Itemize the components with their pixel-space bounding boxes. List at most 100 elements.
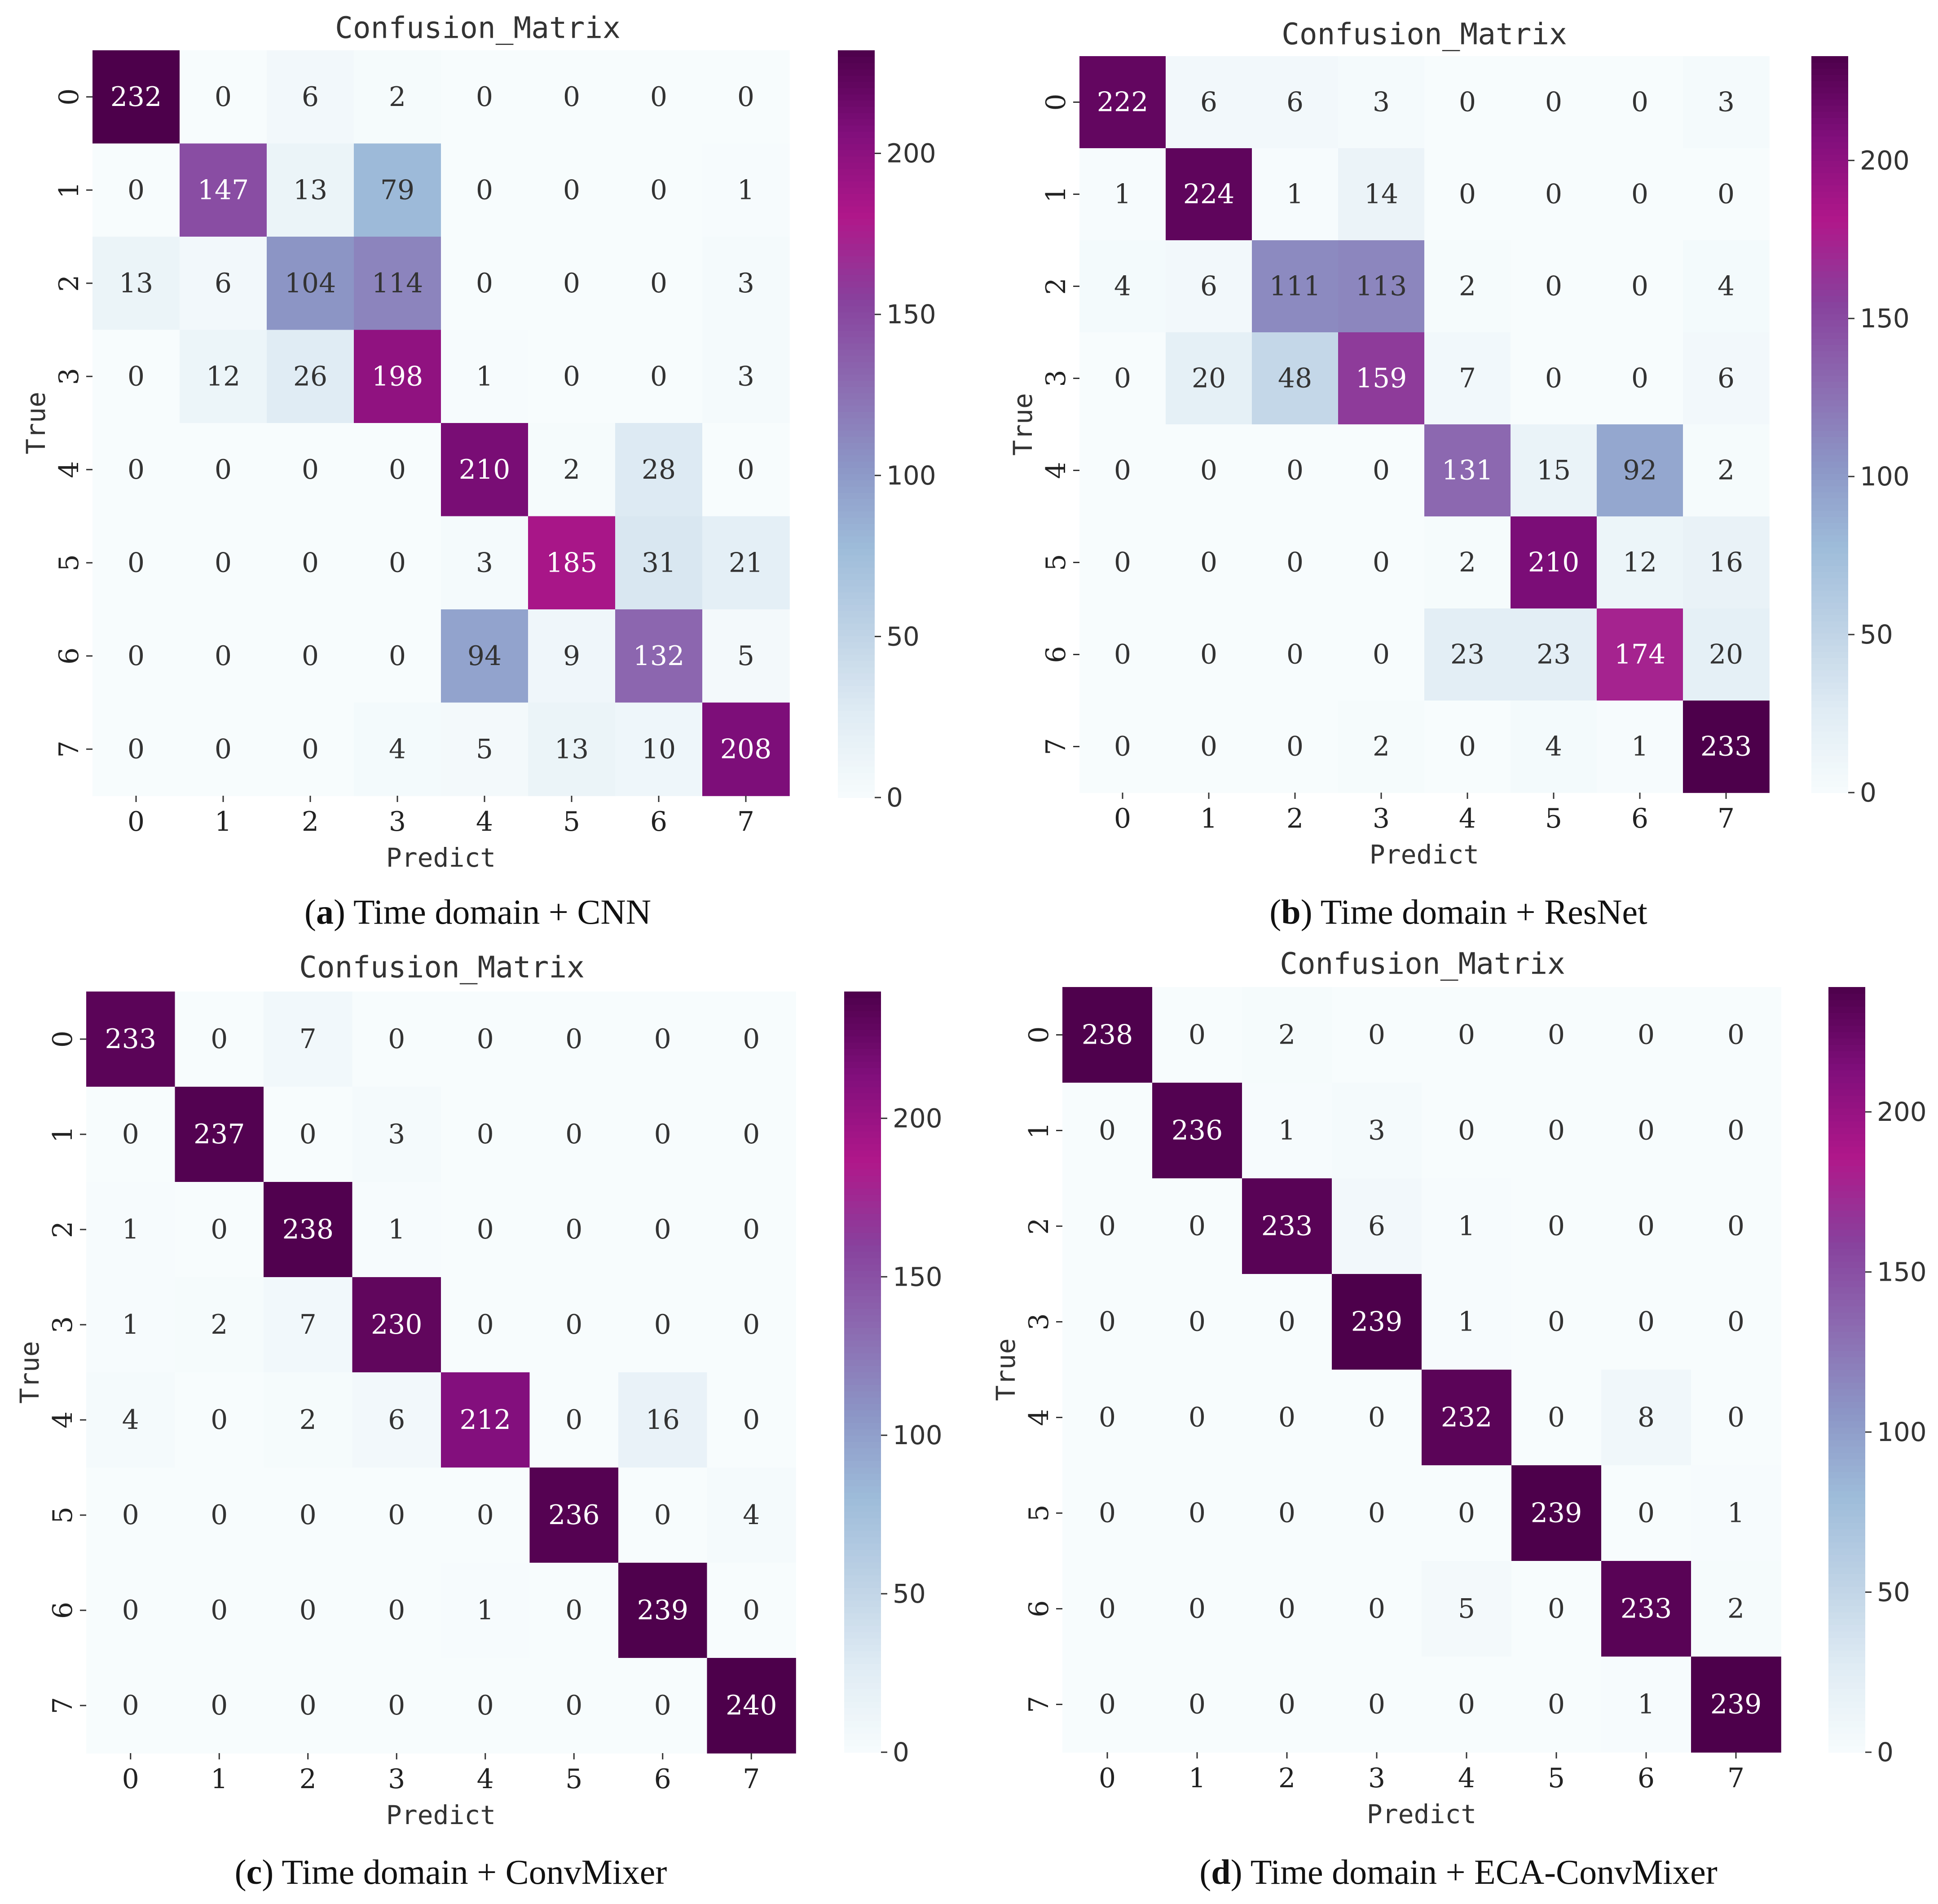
cell-value-label: 3 bbox=[388, 1119, 405, 1150]
colorbar-segment bbox=[1811, 412, 1848, 419]
cell-value-label: 16 bbox=[1709, 547, 1743, 578]
heatmap-cell bbox=[175, 992, 264, 1087]
heatmap-cell bbox=[1511, 516, 1597, 609]
heatmap-cell bbox=[92, 237, 180, 331]
cell-value-label: 0 bbox=[737, 454, 754, 485]
colorbar-segment bbox=[1811, 136, 1848, 143]
heatmap-cell bbox=[1683, 56, 1770, 149]
cell-value-label: 3 bbox=[476, 547, 493, 578]
heatmap-cell bbox=[441, 702, 529, 796]
colorbar-segment bbox=[844, 1568, 881, 1575]
colorbar-segment bbox=[844, 992, 881, 999]
colorbar-segment bbox=[838, 573, 875, 580]
cell-value-label: 1 bbox=[1286, 179, 1304, 210]
cell-value-label: 0 bbox=[476, 268, 493, 299]
x-tick-label: 4 bbox=[477, 1763, 494, 1795]
heatmap-cell bbox=[1601, 1465, 1691, 1561]
colorbar-segment bbox=[1828, 1210, 1865, 1217]
colorbar-segment bbox=[1811, 461, 1848, 468]
heatmap-cell bbox=[352, 1087, 441, 1182]
cell-value-label: 5 bbox=[1458, 1593, 1475, 1625]
heatmap-cell bbox=[86, 1372, 176, 1468]
colorbar-segment bbox=[844, 1562, 881, 1569]
cell-value-label: 0 bbox=[1189, 1498, 1206, 1529]
heatmap-cell bbox=[1511, 240, 1597, 333]
x-tick-label: 2 bbox=[300, 1763, 317, 1795]
colorbar-segment bbox=[1828, 1650, 1865, 1657]
colorbar-segment bbox=[838, 517, 875, 524]
colorbar-segment bbox=[1828, 1235, 1865, 1243]
colorbar-segment bbox=[844, 1384, 881, 1392]
heatmap-cell bbox=[92, 50, 180, 144]
colorbar-segment bbox=[838, 548, 875, 555]
heatmap-cell bbox=[86, 1277, 176, 1373]
colorbar-segment bbox=[844, 1733, 881, 1740]
colorbar-segment bbox=[838, 542, 875, 549]
cell-value-label: 12 bbox=[1623, 547, 1657, 578]
colorbar-segment bbox=[838, 75, 875, 82]
caption-paren-open: ( bbox=[1199, 1852, 1211, 1891]
cell-value-label: 0 bbox=[388, 1023, 405, 1055]
cell-value-label: 13 bbox=[119, 268, 153, 299]
colorbar-segment bbox=[1811, 80, 1848, 88]
colorbar-segment bbox=[1811, 148, 1848, 155]
heatmap-cell bbox=[1332, 1370, 1422, 1466]
colorbar-segment bbox=[838, 704, 875, 711]
y-tick-label: 7 bbox=[53, 740, 85, 758]
colorbar-segment bbox=[844, 1701, 881, 1709]
cell-value-label: 0 bbox=[1638, 1498, 1655, 1529]
cell-value-label: 4 bbox=[122, 1404, 139, 1436]
heatmap-cell bbox=[1424, 56, 1511, 149]
colorbar-segment bbox=[844, 1644, 881, 1652]
cell-value-label: 0 bbox=[1458, 1115, 1475, 1146]
colorbar-segment bbox=[844, 1499, 881, 1506]
colorbar-segment bbox=[1828, 1312, 1865, 1319]
colorbar-segment bbox=[1811, 485, 1848, 493]
cell-value-label: 5 bbox=[476, 733, 493, 765]
heatmap-cell bbox=[1601, 1561, 1691, 1657]
heatmap-cell bbox=[615, 609, 703, 703]
colorbar-segment bbox=[838, 256, 875, 263]
cell-value-label: 0 bbox=[1727, 1115, 1744, 1146]
heatmap-cell bbox=[528, 143, 616, 237]
heatmap-cell bbox=[86, 1182, 176, 1278]
cell-value-label: 0 bbox=[1638, 1211, 1655, 1242]
heatmap-cell bbox=[702, 50, 790, 144]
colorbar-segment bbox=[1811, 786, 1848, 793]
cell-value-label: 0 bbox=[389, 454, 406, 485]
heatmap-cell bbox=[707, 1563, 796, 1658]
cell-value-label: 0 bbox=[302, 640, 319, 672]
heatmap-cell bbox=[1242, 1083, 1332, 1179]
colorbar-segment bbox=[1811, 400, 1848, 406]
colorbar-segment bbox=[1811, 338, 1848, 345]
heatmap-cell bbox=[1422, 1370, 1512, 1466]
cell-value-label: 2 bbox=[1459, 271, 1476, 302]
heatmap-cell bbox=[1691, 1465, 1781, 1561]
colorbar-segment bbox=[1811, 627, 1848, 634]
colorbar-segment bbox=[1811, 455, 1848, 462]
colorbar-segment bbox=[838, 436, 875, 443]
colorbar-segment bbox=[1811, 608, 1848, 615]
colorbar-segment bbox=[844, 1004, 881, 1011]
heatmap-cell bbox=[267, 609, 354, 703]
heatmap-cell bbox=[1152, 987, 1242, 1083]
heatmap-cell bbox=[354, 609, 441, 703]
heatmap-cell bbox=[352, 1658, 441, 1754]
colorbar-segment bbox=[838, 598, 875, 605]
cell-value-label: 1 bbox=[1727, 1498, 1744, 1529]
x-tick-label: 3 bbox=[389, 806, 406, 837]
colorbar-segment bbox=[844, 1080, 881, 1087]
colorbar-segment bbox=[1811, 160, 1848, 167]
cell-value-label: 0 bbox=[1373, 455, 1390, 486]
colorbar-segment bbox=[844, 1714, 881, 1721]
colorbar-segment bbox=[1828, 1057, 1865, 1064]
caption-letter: c bbox=[247, 1852, 262, 1891]
colorbar-tick-label: 0 bbox=[1877, 1737, 1894, 1767]
cell-value-label: 6 bbox=[1200, 271, 1217, 302]
cell-value-label: 238 bbox=[1082, 1019, 1133, 1051]
cell-value-label: 0 bbox=[1545, 363, 1562, 394]
colorbar-segment bbox=[844, 1099, 881, 1106]
heatmap-cell bbox=[1511, 148, 1597, 241]
cell-value-label: 0 bbox=[1200, 639, 1217, 670]
heatmap-cell bbox=[264, 992, 353, 1087]
